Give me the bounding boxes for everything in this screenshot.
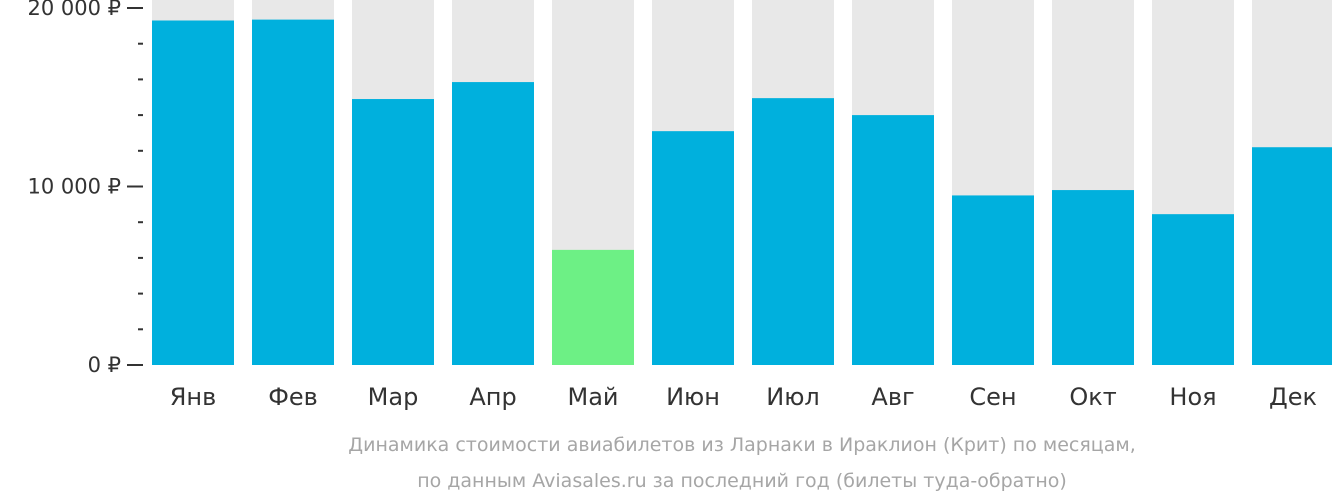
x-tick-label: Июн <box>666 383 720 411</box>
x-tick-label: Май <box>567 383 618 411</box>
x-tick-label: Окт <box>1069 383 1116 411</box>
bar-4[interactable] <box>452 82 534 365</box>
bar-5[interactable] <box>552 249 634 365</box>
x-tick-label: Дек <box>1269 383 1317 411</box>
x-tick-label: Авг <box>871 383 914 411</box>
x-tick-label: Ноя <box>1169 383 1216 411</box>
y-tick-label: 0 ₽ <box>88 353 121 377</box>
price-bar-chart: Янв Фев Мар Апр Май Июн Июл Авг Сен Окт Ноя Дек 0 ₽ 1… <box>27 0 1332 411</box>
x-tick-label: Фев <box>268 383 318 411</box>
bar-9[interactable] <box>952 195 1034 365</box>
x-tick-label: Мар <box>368 383 419 411</box>
x-tick-label: Сен <box>969 383 1016 411</box>
bar-11[interactable] <box>1152 214 1234 365</box>
y-tick-label: 20 000 ₽ <box>27 0 121 20</box>
bar-12[interactable] <box>1252 147 1332 365</box>
x-tick-label: Апр <box>469 383 516 411</box>
bar-2[interactable] <box>252 19 334 365</box>
bar-8[interactable] <box>852 115 934 365</box>
bar-10[interactable] <box>1052 190 1134 365</box>
chart-caption-line-1: Динамика стоимости авиабилетов из Ларнак… <box>348 434 1136 456</box>
x-tick-label: Июл <box>766 383 820 411</box>
bar-3[interactable] <box>352 99 434 365</box>
x-tick-label: Янв <box>170 383 217 411</box>
bar-6[interactable] <box>652 131 734 365</box>
bar-7[interactable] <box>752 98 834 365</box>
bar-1[interactable] <box>152 20 234 366</box>
chart-caption-line-2: по данным Aviasales.ru за последний год … <box>417 470 1067 492</box>
y-tick-label: 10 000 ₽ <box>27 175 121 199</box>
